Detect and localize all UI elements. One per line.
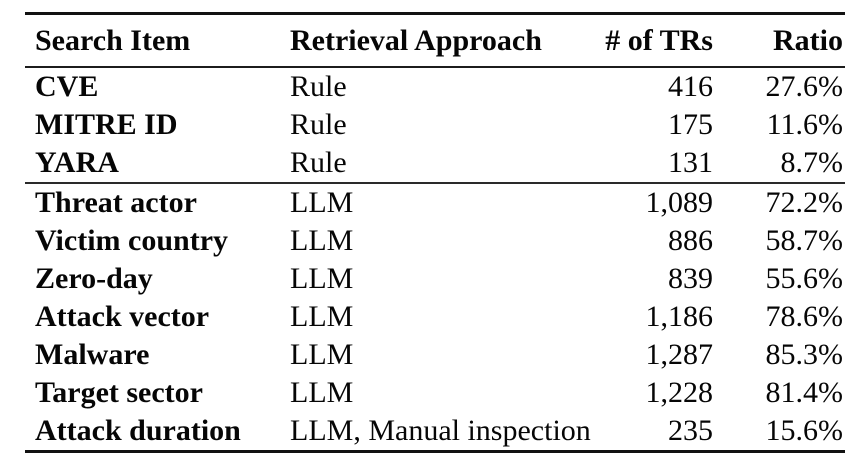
cell-search-item: MITRE ID (35, 108, 178, 141)
cell-retrieval-approach: LLM (290, 186, 354, 219)
cell-retrieval-approach: LLM (290, 376, 354, 409)
cell-num-trs: 1,228 (645, 376, 714, 409)
table-header: Search Item Retrieval Approach # of TRs … (25, 13, 845, 68)
cell-num-trs: 416 (668, 70, 713, 103)
cell-search-item: YARA (25, 144, 280, 184)
column-header-search-item: Search Item (25, 13, 280, 68)
cell-retrieval-approach: LLM, Manual inspection (290, 414, 591, 447)
table-row: CVE Rule 416 27.6% (25, 67, 845, 106)
cell-search-item: Attack vector (35, 300, 210, 333)
table-row: Attack vector LLM 1,186 78.6% (25, 298, 845, 336)
column-header-ratio: Ratio (715, 13, 845, 68)
cell-retrieval-approach: LLM (290, 300, 354, 333)
cell-ratio: 81.4% (765, 376, 844, 409)
cell-num-trs: 1,186 (645, 300, 714, 333)
cell-ratio: 72.2% (765, 186, 844, 219)
cell-retrieval-approach: LLM (290, 338, 354, 371)
table-row: Threat actor LLM 1,089 72.2% (25, 183, 845, 222)
header-row: Search Item Retrieval Approach # of TRs … (25, 13, 845, 68)
cell-retrieval-approach: Rule (290, 70, 347, 103)
cell-ratio: 15.6% (765, 414, 844, 447)
cell-search-item: Attack duration (35, 414, 241, 447)
cell-retrieval-approach: Rule (280, 144, 580, 184)
cell-num-trs: 235 (668, 414, 713, 447)
table-row: MITRE ID Rule 175 11.6% (25, 106, 845, 144)
cell-ratio: 78.6% (765, 300, 844, 333)
cell-retrieval-approach: LLM (290, 224, 354, 257)
cell-num-trs: 839 (668, 262, 713, 295)
table-row: Victim country LLM 886 58.7% (25, 222, 845, 260)
cell-ratio: 8.7% (715, 144, 845, 184)
table-row: Attack duration LLM, Manual inspection 2… (25, 412, 845, 452)
cell-ratio: 85.3% (765, 338, 844, 371)
column-header-retrieval-approach: Retrieval Approach (280, 13, 580, 68)
retrieval-results-table: Search Item Retrieval Approach # of TRs … (25, 12, 845, 453)
table-group-rule: CVE Rule 416 27.6% MITRE ID Rule 175 11.… (25, 67, 845, 184)
column-header-num-trs: # of TRs (580, 13, 715, 68)
cell-retrieval-approach: LLM (290, 262, 354, 295)
cell-num-trs: 131 (580, 144, 715, 184)
cell-num-trs: 1,089 (645, 186, 714, 219)
cell-search-item: Threat actor (35, 186, 197, 219)
cell-search-item: Malware (35, 338, 150, 371)
cell-num-trs: 1,287 (645, 338, 714, 371)
table-row: Zero-day LLM 839 55.6% (25, 260, 845, 298)
table-row: YARA Rule 131 8.7% (25, 144, 845, 184)
cell-search-item: Target sector (35, 376, 203, 409)
cell-ratio: 58.7% (765, 224, 844, 257)
cell-retrieval-approach: Rule (290, 108, 347, 141)
cell-search-item: CVE (35, 70, 99, 103)
cell-ratio: 27.6% (765, 70, 844, 103)
cell-num-trs: 886 (668, 224, 713, 257)
data-table: Search Item Retrieval Approach # of TRs … (25, 12, 845, 453)
table-row: Target sector LLM 1,228 81.4% (25, 374, 845, 412)
cell-ratio: 11.6% (766, 108, 843, 141)
cell-ratio: 55.6% (765, 262, 844, 295)
cell-search-item: Victim country (35, 224, 229, 257)
table-row: Malware LLM 1,287 85.3% (25, 336, 845, 374)
table-group-llm: Threat actor LLM 1,089 72.2% Victim coun… (25, 183, 845, 452)
cell-num-trs: 175 (668, 108, 713, 141)
cell-search-item: Zero-day (35, 262, 153, 295)
